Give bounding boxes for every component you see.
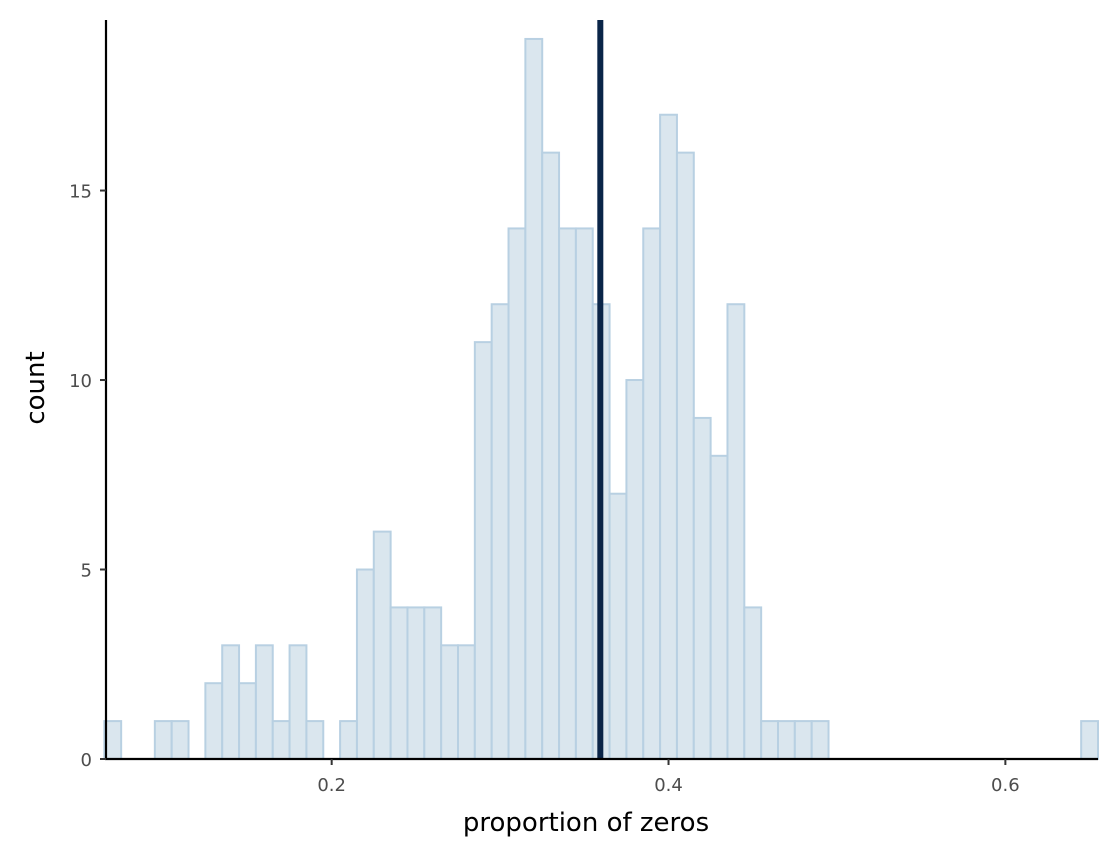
histogram-bar <box>810 720 830 760</box>
y-tick-label: 5 <box>81 561 92 582</box>
histogram-bar <box>457 644 476 760</box>
y-tick-label: 0 <box>81 750 92 771</box>
histogram-bar <box>339 720 358 760</box>
histogram-bar <box>271 720 291 760</box>
histogram-bar <box>406 606 426 761</box>
histogram-bar <box>777 720 796 760</box>
x-tick-label: 0.4 <box>654 775 683 796</box>
histogram-bar <box>574 227 594 760</box>
histogram-bar <box>642 227 662 760</box>
histogram-bar <box>204 682 224 761</box>
histogram-bar <box>221 644 241 760</box>
tick-labels: 0.2 0.4 0.6 0 5 10 15 <box>69 182 1020 796</box>
histogram-bar <box>423 606 443 761</box>
histogram-bar <box>675 151 695 760</box>
histogram-bar <box>473 341 493 760</box>
histogram-bar <box>659 113 678 760</box>
histogram-bar <box>608 492 628 760</box>
histogram-bar <box>558 227 577 760</box>
x-tick-label: 0.6 <box>991 775 1020 796</box>
histogram-bar <box>625 379 645 760</box>
histogram-bar <box>1080 720 1099 760</box>
y-axis-title: count <box>21 351 51 424</box>
x-tick-label: 0.2 <box>317 775 346 796</box>
histogram-bar <box>288 644 308 760</box>
histogram-bar <box>709 454 729 760</box>
histogram-bar <box>490 303 510 760</box>
histogram-bar <box>507 227 527 760</box>
histogram-bar <box>238 682 257 761</box>
histogram-bar <box>170 720 190 760</box>
histogram-bar <box>389 606 409 761</box>
histogram-bars <box>103 37 1099 761</box>
histogram-bar <box>355 568 375 760</box>
histogram-bar <box>440 644 460 760</box>
histogram-bar <box>524 37 544 760</box>
histogram-bar <box>793 720 813 760</box>
y-tick-label: 15 <box>69 182 92 203</box>
histogram-bar <box>372 530 392 760</box>
histogram-bar <box>692 416 712 760</box>
y-tick-label: 10 <box>69 371 92 392</box>
histogram-bar <box>153 720 173 760</box>
histogram-bar <box>305 720 325 760</box>
histogram-bar <box>726 303 746 760</box>
histogram-bar <box>743 606 763 761</box>
histogram-bar <box>254 644 274 760</box>
axes <box>104 20 1098 761</box>
histogram-bar <box>541 151 561 760</box>
x-axis-title: proportion of zeros <box>463 808 709 838</box>
histogram-bar <box>760 720 780 760</box>
